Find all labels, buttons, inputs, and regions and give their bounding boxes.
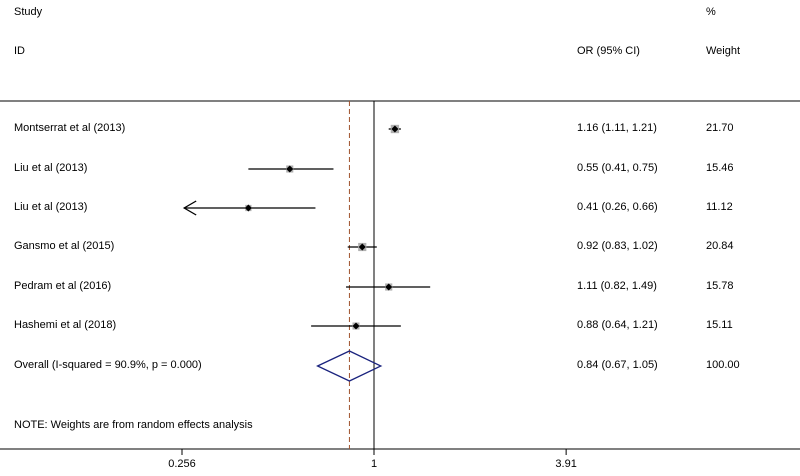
study-weight: 15.78 — [706, 280, 734, 292]
point-estimate — [391, 125, 399, 133]
header-or-ci: OR (95% CI) — [577, 45, 640, 57]
study-label: Pedram et al (2016) — [14, 280, 112, 292]
study-ci: 0.41 (0.26, 0.66) — [577, 201, 658, 213]
header-study: Study — [14, 6, 43, 18]
x-tick-label: 3.91 — [555, 458, 576, 470]
header-weight: Weight — [706, 45, 741, 57]
overall-diamond — [316, 350, 383, 382]
study-label: Montserrat et al (2013) — [14, 122, 126, 134]
header-percent: % — [706, 6, 716, 18]
point-estimate — [286, 165, 294, 173]
footnote: NOTE: Weights are from random effects an… — [14, 419, 253, 431]
study-weight: 15.46 — [706, 162, 734, 174]
study-ci: 0.92 (0.83, 1.02) — [577, 240, 658, 252]
overall-ci: 0.84 (0.67, 1.05) — [577, 359, 658, 371]
header-id: ID — [14, 45, 25, 57]
point-estimate — [385, 283, 393, 291]
study-label: Liu et al (2013) — [14, 201, 88, 213]
study-label: Gansmo et al (2015) — [14, 240, 115, 252]
study-ci: 1.11 (0.82, 1.49) — [577, 280, 657, 292]
point-estimate — [244, 204, 252, 212]
study-weight: 11.12 — [706, 201, 733, 213]
study-ci: 0.55 (0.41, 0.75) — [577, 162, 658, 174]
study-weight: 21.70 — [706, 122, 734, 134]
study-ci: 1.16 (1.11, 1.21) — [577, 122, 657, 134]
study-label: Liu et al (2013) — [14, 162, 88, 174]
ci-arrow — [182, 200, 197, 216]
x-tick-label: 1 — [371, 458, 377, 470]
point-estimate — [352, 322, 360, 330]
point-estimate — [358, 243, 366, 251]
overall-weight: 100.00 — [706, 359, 740, 371]
study-weight: 20.84 — [706, 240, 734, 252]
x-tick-label: 0.256 — [168, 458, 196, 470]
study-weight: 15.11 — [706, 319, 733, 331]
overall-label: Overall (I-squared = 90.9%, p = 0.000) — [14, 359, 202, 371]
study-ci: 0.88 (0.64, 1.21) — [577, 319, 658, 331]
study-label: Hashemi et al (2018) — [14, 319, 117, 331]
